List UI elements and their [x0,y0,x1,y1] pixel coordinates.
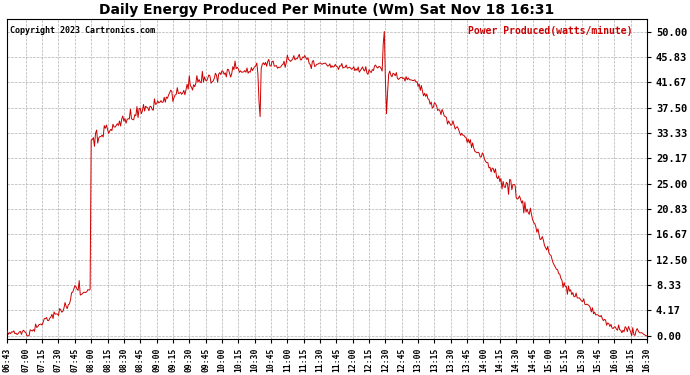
Text: Power Produced(watts/minute): Power Produced(watts/minute) [468,26,632,36]
Text: Copyright 2023 Cartronics.com: Copyright 2023 Cartronics.com [10,26,155,35]
Title: Daily Energy Produced Per Minute (Wm) Sat Nov 18 16:31: Daily Energy Produced Per Minute (Wm) Sa… [99,3,555,17]
